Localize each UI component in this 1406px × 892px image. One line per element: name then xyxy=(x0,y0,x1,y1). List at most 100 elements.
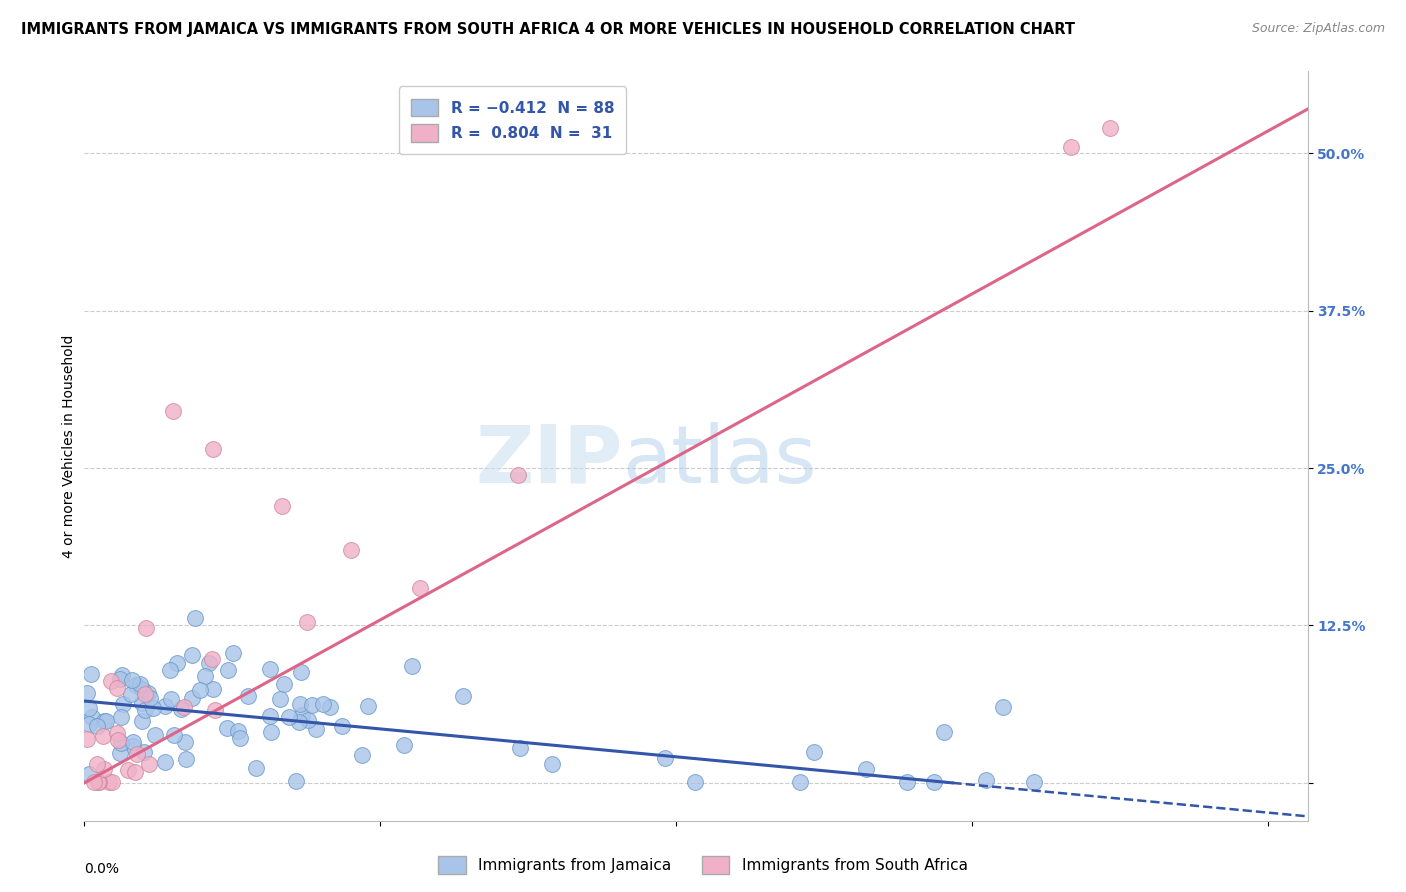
Point xyxy=(80,710,103,724)
Point xyxy=(111,668,134,682)
Point xyxy=(91,730,114,744)
Point xyxy=(269,691,291,706)
Point xyxy=(245,761,267,775)
Point xyxy=(135,621,157,635)
Point xyxy=(188,682,211,697)
Point xyxy=(181,691,204,706)
Point xyxy=(86,719,108,733)
Point xyxy=(122,739,145,754)
Point xyxy=(350,748,373,763)
Point xyxy=(273,677,295,691)
Text: atlas: atlas xyxy=(623,422,817,500)
Legend: Immigrants from Jamaica, Immigrants from South Africa: Immigrants from Jamaica, Immigrants from… xyxy=(432,850,974,880)
Point xyxy=(86,756,108,771)
Point xyxy=(110,747,132,761)
Point xyxy=(170,702,193,716)
Point xyxy=(121,735,143,749)
Point xyxy=(87,774,110,789)
Legend: R = −0.412  N = 88, R =  0.804  N =  31: R = −0.412 N = 88, R = 0.804 N = 31 xyxy=(398,87,627,153)
Point xyxy=(297,713,319,727)
Point xyxy=(93,762,115,776)
Point xyxy=(228,724,250,739)
Point xyxy=(509,741,531,756)
Text: IMMIGRANTS FROM JAMAICA VS IMMIGRANTS FROM SOUTH AFRICA 4 OR MORE VEHICLES IN HO: IMMIGRANTS FROM JAMAICA VS IMMIGRANTS FR… xyxy=(21,22,1076,37)
Point xyxy=(290,698,312,712)
Point xyxy=(305,722,328,736)
Point xyxy=(159,663,181,677)
Point xyxy=(121,673,143,687)
Point xyxy=(803,745,825,759)
Point xyxy=(105,681,128,695)
Point xyxy=(260,725,283,739)
Point xyxy=(129,677,152,691)
Point xyxy=(541,757,564,772)
Point xyxy=(80,666,103,681)
Point xyxy=(183,611,205,625)
Point xyxy=(93,714,115,728)
Point xyxy=(87,774,110,789)
Point xyxy=(120,687,142,701)
Point xyxy=(357,698,380,713)
Text: Source: ZipAtlas.com: Source: ZipAtlas.com xyxy=(1251,22,1385,36)
Point xyxy=(401,658,423,673)
Point xyxy=(134,703,156,717)
Point xyxy=(197,656,219,670)
Point xyxy=(654,751,676,765)
Point xyxy=(330,719,353,733)
Point xyxy=(991,700,1014,714)
Point xyxy=(194,669,217,683)
Point xyxy=(131,714,153,728)
Point xyxy=(922,774,945,789)
Point xyxy=(160,692,183,706)
Point xyxy=(1022,774,1045,789)
Point xyxy=(311,697,333,711)
Point xyxy=(789,774,811,789)
Point xyxy=(288,715,311,730)
Point xyxy=(222,646,245,660)
Point xyxy=(98,774,121,789)
Point xyxy=(204,703,226,717)
Point xyxy=(127,747,149,761)
Point xyxy=(153,698,176,713)
Point xyxy=(110,709,132,723)
Point xyxy=(284,774,307,789)
Point xyxy=(295,615,318,630)
Point xyxy=(217,663,239,677)
Point xyxy=(100,774,122,789)
Point xyxy=(291,708,314,723)
Point xyxy=(301,698,323,713)
Text: 0.0%: 0.0% xyxy=(84,862,120,876)
Point xyxy=(259,662,281,676)
Point xyxy=(124,764,146,779)
Point xyxy=(1099,121,1122,136)
Point xyxy=(259,708,281,723)
Point xyxy=(277,710,299,724)
Point xyxy=(110,736,132,750)
Point xyxy=(77,701,100,715)
Point xyxy=(143,729,166,743)
Point xyxy=(451,689,474,703)
Point xyxy=(180,648,202,662)
Point xyxy=(174,735,197,749)
Point xyxy=(77,717,100,731)
Point xyxy=(94,714,117,729)
Point xyxy=(162,404,184,418)
Point xyxy=(132,745,155,759)
Point xyxy=(201,681,224,696)
Point xyxy=(339,542,361,557)
Point xyxy=(201,652,224,666)
Point xyxy=(319,700,342,714)
Point xyxy=(270,499,292,513)
Point xyxy=(508,468,530,483)
Point xyxy=(83,774,105,789)
Y-axis label: 4 or more Vehicles in Household: 4 or more Vehicles in Household xyxy=(62,334,76,558)
Point xyxy=(394,738,416,752)
Point xyxy=(108,673,131,687)
Point xyxy=(976,773,998,788)
Point xyxy=(932,724,955,739)
Point xyxy=(142,700,165,714)
Point xyxy=(228,731,250,745)
Point xyxy=(855,763,877,777)
Point xyxy=(77,767,100,781)
Point xyxy=(136,686,159,700)
